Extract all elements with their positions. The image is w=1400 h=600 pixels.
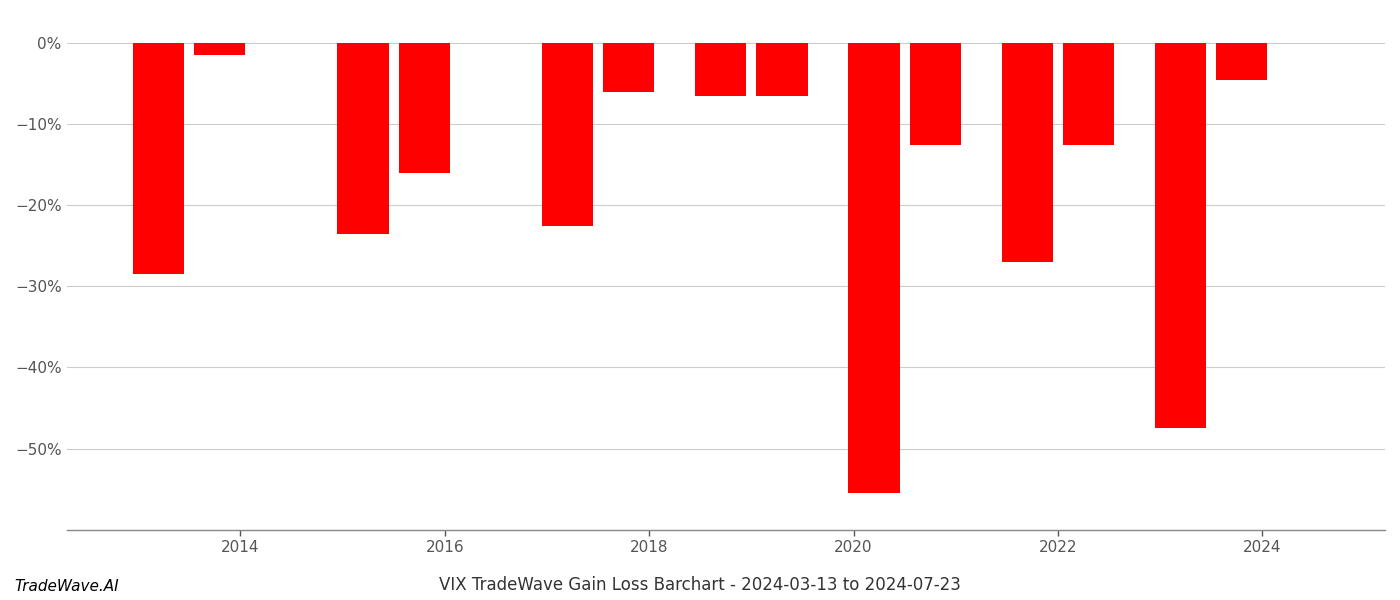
Bar bbox=[542, 43, 594, 226]
Bar bbox=[1063, 43, 1114, 145]
Bar bbox=[696, 43, 746, 96]
Bar bbox=[1002, 43, 1053, 262]
Text: VIX TradeWave Gain Loss Barchart - 2024-03-13 to 2024-07-23: VIX TradeWave Gain Loss Barchart - 2024-… bbox=[440, 576, 960, 594]
Bar bbox=[399, 43, 449, 173]
Bar bbox=[133, 43, 185, 274]
Bar bbox=[337, 43, 389, 234]
Bar bbox=[603, 43, 654, 92]
Bar bbox=[1217, 43, 1267, 80]
Text: TradeWave.AI: TradeWave.AI bbox=[14, 579, 119, 594]
Bar bbox=[910, 43, 960, 145]
Bar bbox=[848, 43, 900, 493]
Bar bbox=[1155, 43, 1207, 428]
Bar bbox=[756, 43, 808, 96]
Bar bbox=[195, 43, 245, 55]
